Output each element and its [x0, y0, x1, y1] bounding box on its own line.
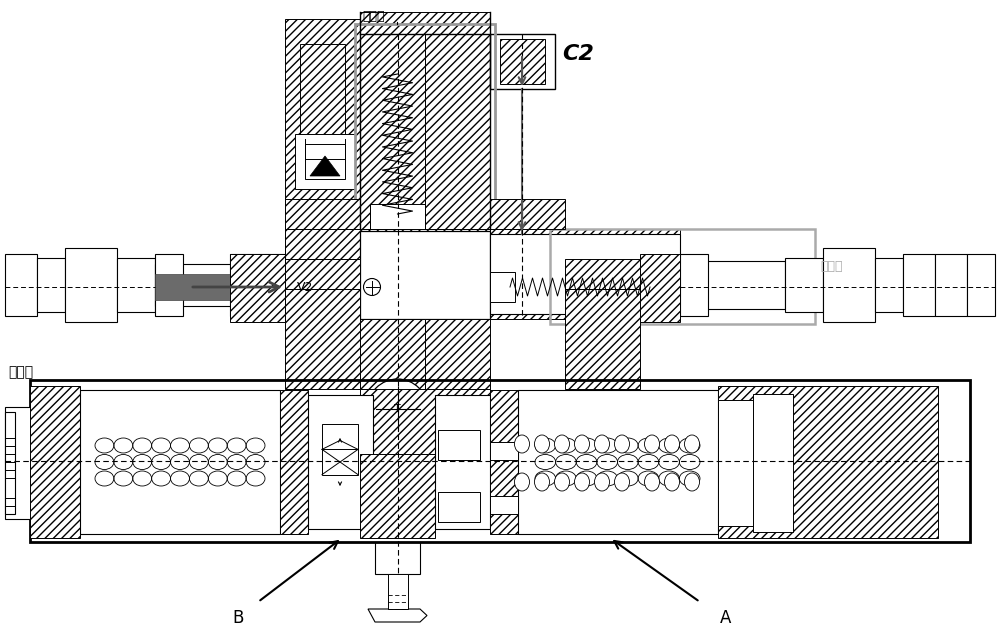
- Bar: [903, 254, 935, 316]
- Bar: [65, 248, 117, 322]
- Bar: [30, 386, 80, 538]
- Text: 平衡阀: 平衡阀: [8, 365, 33, 379]
- Ellipse shape: [644, 435, 660, 453]
- Bar: [490, 390, 518, 534]
- Bar: [388, 574, 408, 609]
- Text: 单向阀: 单向阀: [820, 260, 842, 272]
- Polygon shape: [368, 609, 427, 622]
- Bar: [640, 254, 680, 322]
- Bar: [438, 430, 480, 460]
- Bar: [370, 204, 425, 229]
- Bar: [518, 390, 718, 534]
- Ellipse shape: [534, 473, 550, 491]
- Circle shape: [364, 278, 380, 296]
- Bar: [490, 291, 680, 319]
- Bar: [30, 380, 970, 542]
- Bar: [230, 254, 285, 322]
- Bar: [80, 390, 280, 534]
- Bar: [967, 254, 995, 316]
- Text: B: B: [232, 609, 244, 627]
- Circle shape: [368, 379, 428, 439]
- Bar: [322, 424, 358, 450]
- Ellipse shape: [684, 435, 700, 453]
- Bar: [117, 258, 155, 312]
- Bar: [285, 291, 545, 319]
- Ellipse shape: [574, 473, 590, 491]
- Ellipse shape: [594, 473, 610, 491]
- Bar: [490, 234, 680, 314]
- Bar: [285, 229, 360, 259]
- Ellipse shape: [574, 435, 590, 453]
- Ellipse shape: [594, 435, 610, 453]
- Bar: [285, 19, 360, 229]
- Bar: [425, 319, 490, 389]
- Bar: [280, 390, 308, 534]
- Bar: [5, 412, 15, 514]
- Text: A: A: [720, 609, 731, 627]
- Bar: [155, 254, 183, 316]
- Ellipse shape: [554, 473, 570, 491]
- Ellipse shape: [664, 473, 680, 491]
- Bar: [360, 34, 425, 229]
- Ellipse shape: [614, 435, 630, 453]
- Ellipse shape: [644, 473, 660, 491]
- Bar: [305, 144, 345, 179]
- Bar: [5, 254, 37, 316]
- Bar: [823, 248, 875, 322]
- Bar: [295, 134, 355, 189]
- Bar: [300, 44, 345, 134]
- Bar: [490, 496, 518, 514]
- Bar: [490, 229, 680, 259]
- Bar: [322, 450, 358, 475]
- Bar: [438, 492, 480, 522]
- Bar: [285, 289, 360, 389]
- Bar: [230, 254, 285, 316]
- Bar: [155, 264, 285, 306]
- Ellipse shape: [534, 435, 550, 453]
- Text: C2: C2: [562, 44, 594, 64]
- Bar: [360, 319, 425, 389]
- Bar: [360, 454, 435, 538]
- Bar: [425, 34, 490, 229]
- Bar: [5, 407, 33, 519]
- Bar: [490, 34, 555, 89]
- Bar: [285, 259, 360, 289]
- Bar: [565, 289, 640, 389]
- Ellipse shape: [614, 473, 630, 491]
- Bar: [285, 229, 545, 259]
- Bar: [550, 229, 815, 324]
- Bar: [935, 254, 967, 316]
- Bar: [375, 542, 420, 574]
- Bar: [155, 274, 285, 300]
- Bar: [490, 272, 515, 302]
- Bar: [753, 394, 793, 532]
- Text: T: T: [394, 404, 401, 414]
- Bar: [785, 258, 823, 312]
- Bar: [285, 199, 360, 229]
- Bar: [680, 254, 708, 316]
- Bar: [360, 12, 490, 34]
- Bar: [435, 395, 490, 529]
- Ellipse shape: [514, 473, 530, 491]
- Text: V2: V2: [297, 281, 313, 294]
- Bar: [360, 389, 490, 454]
- Bar: [490, 199, 565, 229]
- Bar: [355, 24, 495, 234]
- Polygon shape: [310, 156, 340, 176]
- Bar: [500, 39, 545, 84]
- Text: 单向阀: 单向阀: [362, 10, 384, 23]
- Bar: [37, 258, 65, 312]
- Bar: [360, 231, 490, 319]
- Bar: [718, 400, 753, 526]
- Ellipse shape: [664, 435, 680, 453]
- Bar: [875, 258, 903, 312]
- Ellipse shape: [554, 435, 570, 453]
- Ellipse shape: [514, 435, 530, 453]
- Bar: [308, 395, 373, 529]
- Ellipse shape: [684, 473, 700, 491]
- Bar: [718, 386, 938, 538]
- Bar: [490, 442, 518, 460]
- Bar: [680, 261, 785, 309]
- Bar: [565, 259, 640, 289]
